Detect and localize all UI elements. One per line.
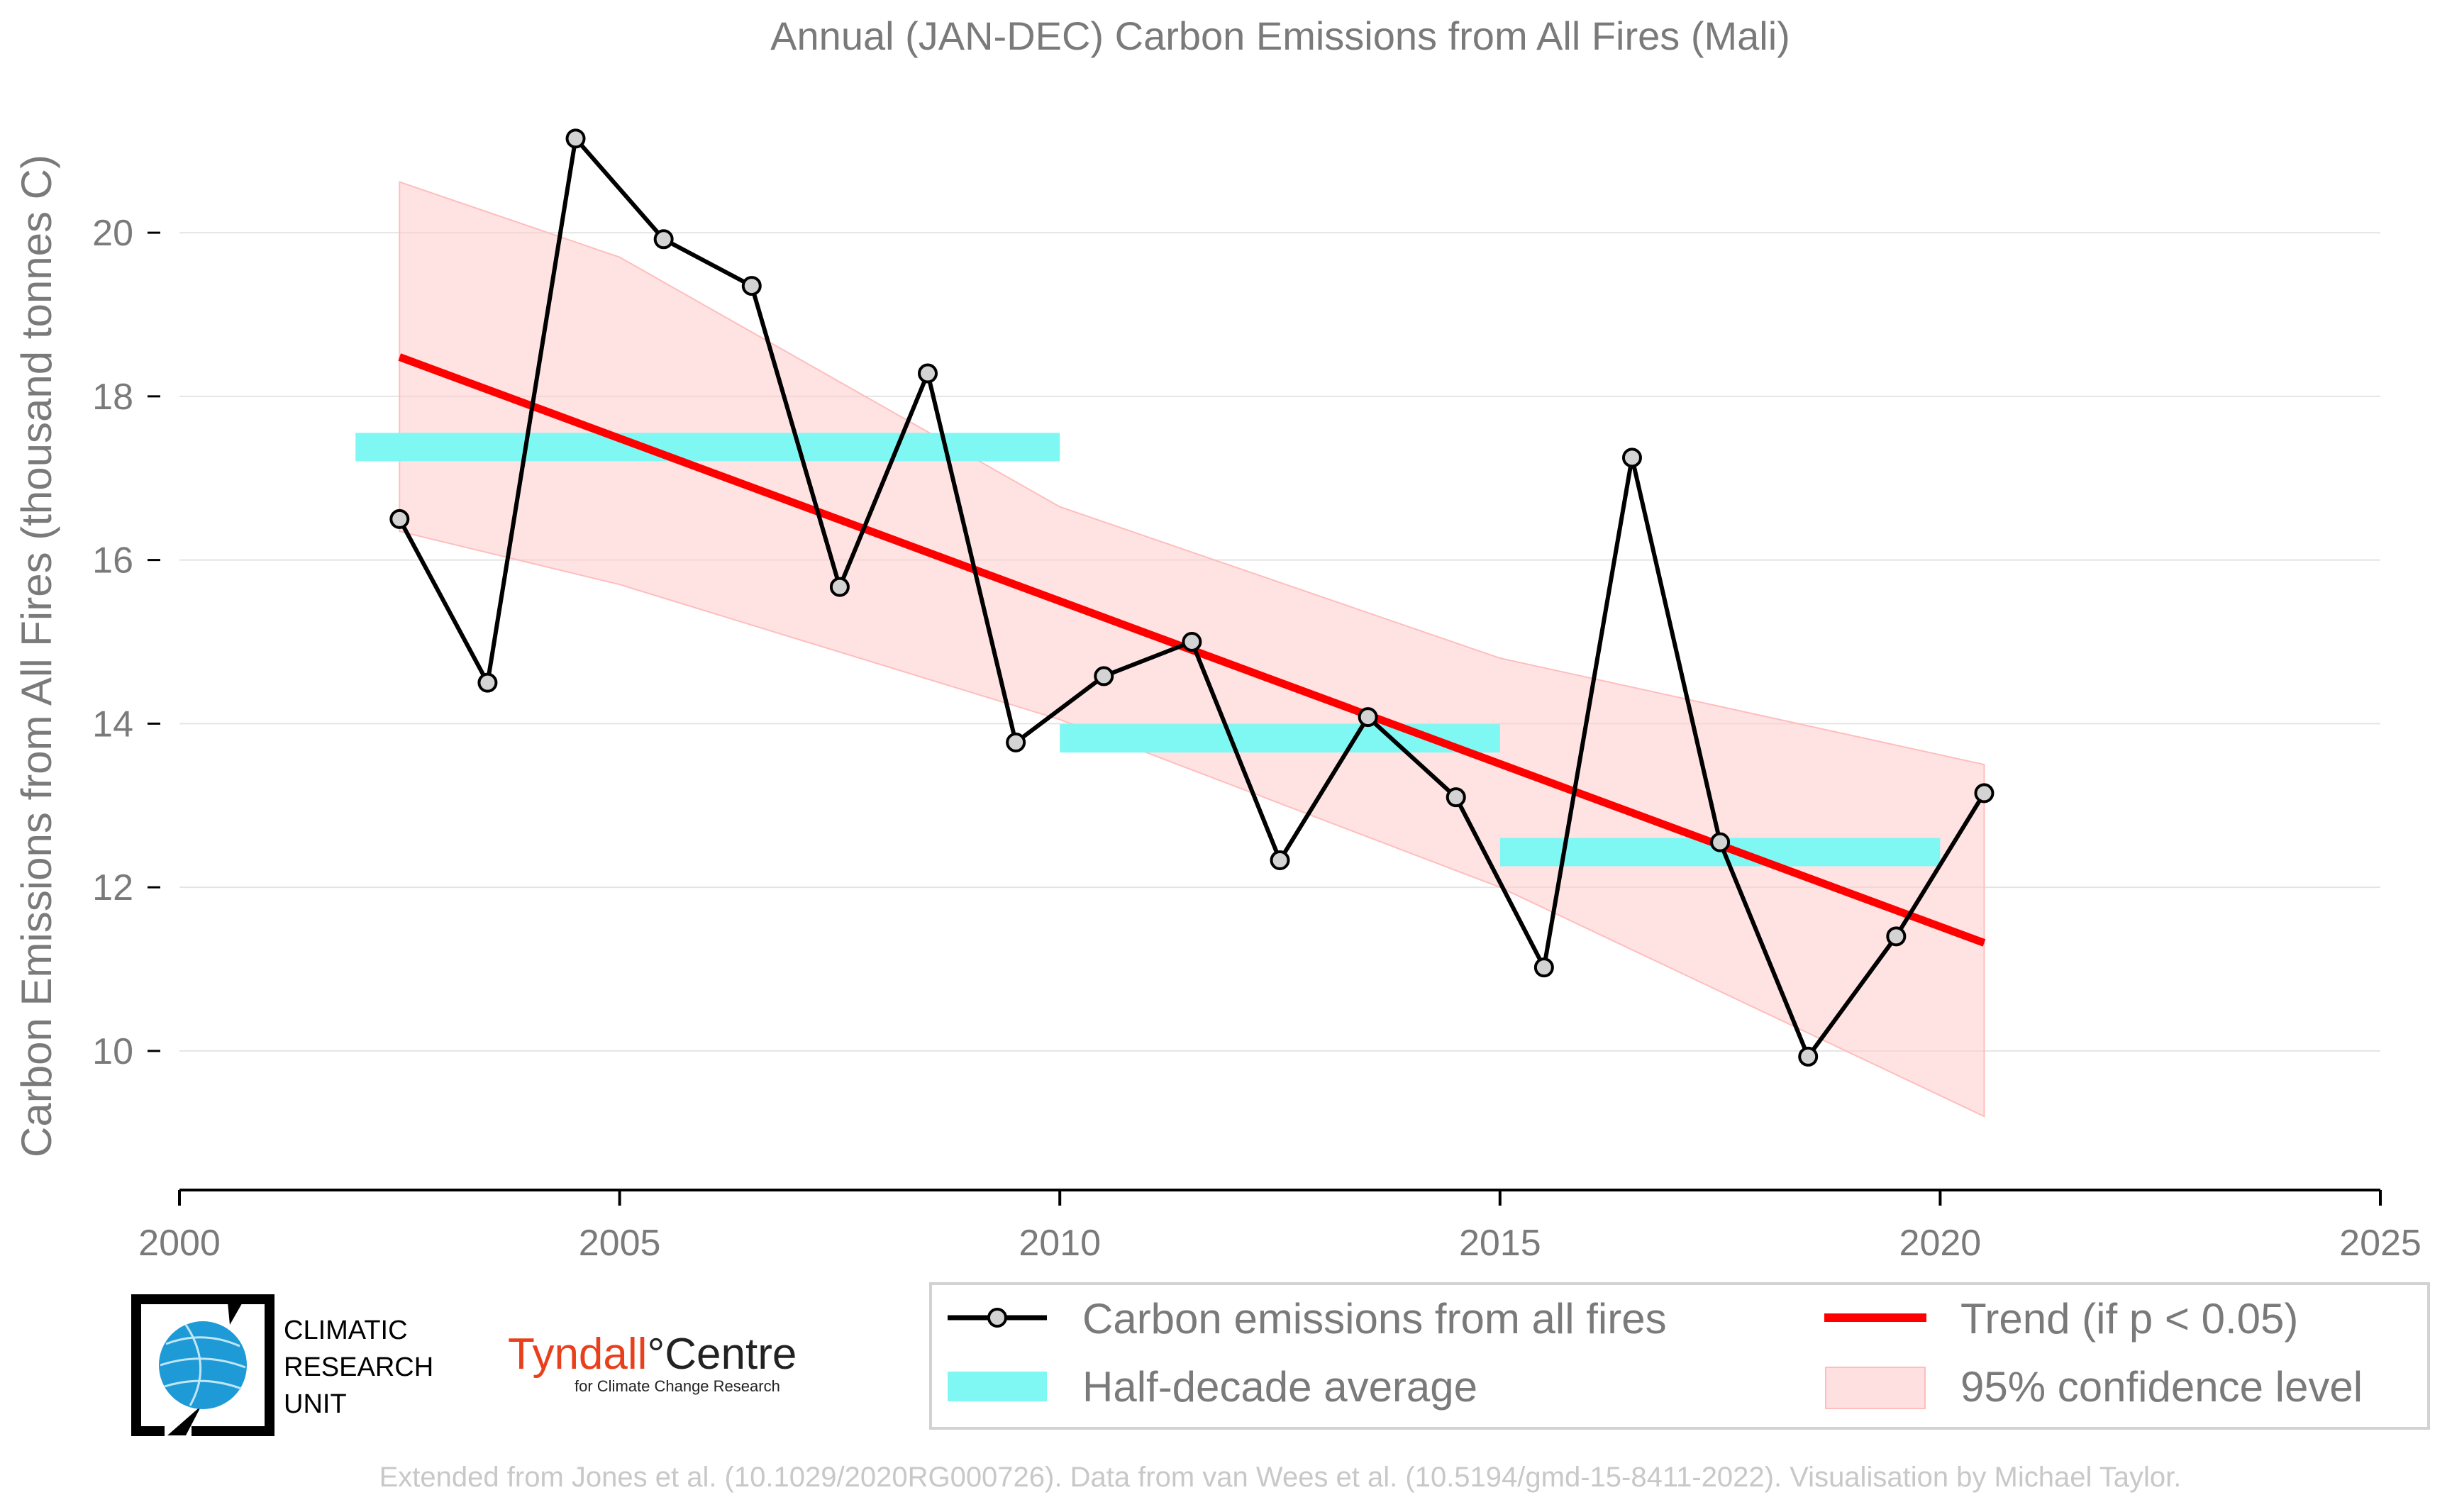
data-point <box>1533 957 1554 978</box>
x-tick-label: 2020 <box>1899 1223 1982 1264</box>
legend-swatch-confidence <box>1825 1367 1926 1409</box>
legend-label-half-decade: Half-decade average <box>1082 1363 1477 1411</box>
y-tick-label: 16 <box>92 540 133 582</box>
chart-title: Annual (JAN-DEC) Carbon Emissions from A… <box>770 13 1790 58</box>
y-tick-label: 10 <box>92 1031 133 1072</box>
x-tick-label: 2025 <box>2339 1223 2422 1264</box>
y-tick-label: 12 <box>92 867 133 908</box>
cru-logo-line-3: UNIT <box>284 1389 347 1419</box>
footer-credit: Extended from Jones et al. (10.1029/2020… <box>379 1462 2182 1493</box>
x-tick-label: 2000 <box>138 1223 221 1264</box>
tyndall-logo-title: Tyndall°Centre <box>508 1330 797 1379</box>
data-point <box>918 363 938 384</box>
legend: Carbon emissions from all fires Trend (i… <box>929 1282 2430 1430</box>
legend-label-trend: Trend (if p < 0.05) <box>1960 1295 2298 1343</box>
data-point <box>741 276 762 296</box>
cru-logo-notch <box>227 1295 247 1325</box>
legend-label-emissions: Carbon emissions from all fires <box>1082 1295 1667 1343</box>
legend-item-trend: Trend (if p < 0.05) <box>1824 1295 2298 1343</box>
x-tick-label: 2010 <box>1019 1223 1101 1264</box>
x-tick-label: 2005 <box>579 1223 661 1264</box>
data-point <box>829 577 850 597</box>
data-point <box>1358 707 1378 728</box>
y-ticks: 10 12 14 16 18 20 <box>92 213 160 1072</box>
data-point <box>1798 1046 1819 1067</box>
cru-logo-line-1: CLIMATIC <box>284 1316 408 1345</box>
cru-logo-line-2: RESEARCH <box>284 1352 433 1382</box>
globe-icon-lines <box>160 1324 246 1406</box>
tyndall-logo-part1: Tyndall <box>508 1330 647 1379</box>
cru-logo: CLIMATIC RESEARCH UNIT <box>131 1294 433 1436</box>
data-point <box>1094 666 1114 686</box>
data-point <box>1621 448 1642 468</box>
y-tick-label: 18 <box>92 377 133 418</box>
tyndall-logo-subtitle: for Climate Change Research <box>575 1377 780 1395</box>
legend-swatch-half-decade <box>948 1372 1047 1401</box>
y-tick-label: 20 <box>92 213 133 254</box>
data-point <box>1270 850 1290 871</box>
tyndall-logo-part2: °Centre <box>647 1330 797 1379</box>
data-point <box>1974 783 1995 804</box>
y-tick-label: 14 <box>92 704 133 745</box>
data-point <box>1182 631 1202 652</box>
legend-item-half-decade: Half-decade average <box>948 1363 1477 1411</box>
data-point <box>1446 787 1466 808</box>
x-tick-label: 2015 <box>1459 1223 1541 1264</box>
cru-logo-notch-bottom <box>167 1406 201 1435</box>
data-point <box>1710 832 1731 852</box>
half-decade-bar <box>355 433 1060 462</box>
globe-icon <box>159 1321 247 1409</box>
data-point <box>1886 926 1907 947</box>
legend-label-confidence: 95% confidence level <box>1960 1363 2363 1411</box>
y-axis-label: Carbon Emissions from All Fires (thousan… <box>13 155 60 1157</box>
data-point <box>1006 732 1026 752</box>
legend-item-confidence: 95% confidence level <box>1825 1363 2363 1411</box>
legend-box <box>929 1282 2430 1430</box>
data-point <box>389 508 410 529</box>
tyndall-logo: Tyndall°Centre for Climate Change Resear… <box>508 1330 797 1395</box>
data-point <box>653 229 674 250</box>
legend-swatch-marker <box>987 1308 1007 1328</box>
legend-item-emissions: Carbon emissions from all fires <box>948 1295 1667 1343</box>
data-point <box>565 128 586 149</box>
data-point <box>477 672 498 693</box>
series-layer <box>389 128 1995 1067</box>
x-ticks: 2000 2005 2010 2015 2020 2025 <box>138 1190 2422 1264</box>
